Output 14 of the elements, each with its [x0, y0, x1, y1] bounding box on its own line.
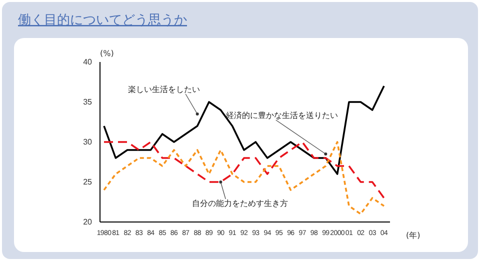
chart-title: 働く目的についてどう思うか [18, 13, 187, 28]
x-axis-title: (年) [406, 231, 420, 240]
y-axis-title: (%) [100, 49, 114, 58]
annotation: 自分の能力をためす生き方 [192, 199, 288, 208]
y-tick-label: 25 [83, 178, 93, 187]
y-tick-label: 40 [83, 58, 93, 67]
y-tick-label: 20 [83, 218, 93, 227]
line-series [103, 141, 385, 199]
y-tick-label: 35 [83, 98, 93, 107]
annotation: 経済的に豊かな生活を送りたい [225, 111, 338, 120]
y-tick-label: 30 [83, 138, 93, 147]
annotation: 楽しい生活をしたい [128, 85, 200, 94]
line-series [103, 85, 385, 175]
line-series [103, 141, 385, 215]
